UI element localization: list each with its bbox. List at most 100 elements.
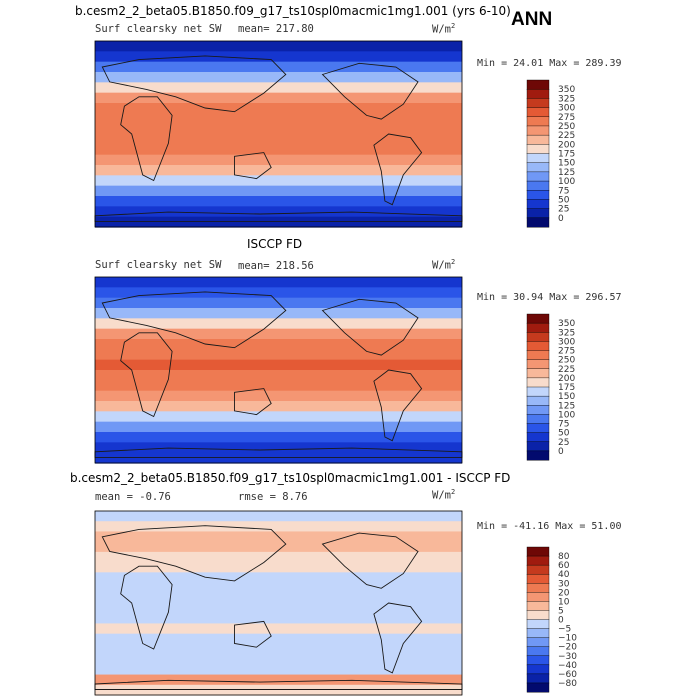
map-frame-1 bbox=[94, 40, 463, 228]
lat-band-14 bbox=[95, 185, 462, 197]
panel1-minmax: Min = 24.01 Max = 289.39 bbox=[477, 58, 622, 69]
colorbar-tick-label: 175 bbox=[558, 383, 575, 393]
colorbar-tick-label: 50 bbox=[558, 429, 570, 439]
colorbar-swatch bbox=[526, 98, 550, 109]
lat-band-1 bbox=[95, 521, 462, 533]
colorbar-tick-label: 50 bbox=[558, 195, 570, 205]
colorbar-tick-label: 0 bbox=[558, 214, 564, 224]
lat-band-0 bbox=[95, 41, 462, 52]
coastline-eurasia bbox=[101, 55, 287, 113]
colorbar-tick-label: 0 bbox=[558, 447, 564, 457]
lat-band-17 bbox=[95, 452, 462, 464]
colorbar-tick-label: 200 bbox=[558, 374, 575, 384]
colorbar-tick-label: 30 bbox=[558, 579, 570, 589]
colorbar-swatch bbox=[526, 162, 550, 173]
coastline-africa bbox=[120, 332, 173, 418]
lat-band-5 bbox=[95, 92, 462, 104]
lat-band-16 bbox=[95, 442, 462, 454]
lat-band-12 bbox=[95, 633, 462, 645]
colorbar-swatch bbox=[526, 405, 550, 415]
panel1-mean: mean= 217.80 bbox=[238, 23, 314, 35]
colorbar-swatch bbox=[526, 414, 550, 425]
coastline-eurasia bbox=[101, 291, 287, 349]
lat-band-7 bbox=[95, 349, 462, 361]
colorbar-tick-label: 300 bbox=[558, 337, 575, 347]
lat-band-15 bbox=[95, 196, 462, 207]
colorbar-swatch bbox=[526, 637, 550, 648]
lat-band-12 bbox=[95, 165, 462, 176]
colorbar-tick-label: 325 bbox=[558, 94, 575, 104]
colorbar-tick-label: 350 bbox=[558, 85, 575, 95]
lat-band-13 bbox=[95, 643, 462, 655]
colorbar-swatch bbox=[526, 190, 550, 200]
lat-band-15 bbox=[95, 432, 462, 443]
colorbar-swatch bbox=[526, 628, 550, 639]
panel2-variable: Surf clearsky net SW bbox=[95, 259, 222, 271]
colorbar-tick-label: 350 bbox=[558, 319, 575, 329]
colorbar-tick-label: −80 bbox=[558, 679, 577, 689]
panel3-mean: mean = -0.76 bbox=[95, 491, 171, 503]
colorbar-tick-label: 5 bbox=[558, 606, 564, 616]
colorbar-tick-label: 60 bbox=[558, 561, 570, 571]
colorbar-tick-label: −10 bbox=[558, 634, 577, 644]
colorbar-tick-label: 250 bbox=[558, 356, 575, 366]
colorbar-tick-label: 275 bbox=[558, 113, 575, 123]
colorbar-tick-label: 25 bbox=[558, 205, 569, 215]
colorbar-tick-label: 250 bbox=[558, 122, 575, 132]
coastline-antarctica bbox=[94, 447, 463, 458]
map-panel-2 bbox=[94, 276, 463, 464]
lat-band-5 bbox=[95, 328, 462, 340]
colorbar-tick-label: 75 bbox=[558, 420, 569, 430]
colorbar-tick-label: 80 bbox=[558, 552, 570, 562]
lat-band-17 bbox=[95, 216, 462, 228]
lat-band-11 bbox=[95, 154, 462, 166]
lat-band-16 bbox=[95, 674, 462, 686]
map-frame-3 bbox=[94, 510, 463, 696]
lat-band-13 bbox=[95, 411, 462, 423]
lat-band-12 bbox=[95, 401, 462, 412]
lat-band-4 bbox=[95, 551, 462, 563]
lat-band-7 bbox=[95, 582, 462, 594]
colorbar-swatch bbox=[526, 125, 550, 136]
colorbar-tick-label: 225 bbox=[558, 365, 575, 375]
panel3-rmse: rmse = 8.76 bbox=[238, 491, 308, 503]
coastline-africa bbox=[120, 96, 173, 182]
colorbar-swatch bbox=[526, 546, 550, 557]
colorbar-tick-label: 150 bbox=[558, 392, 575, 402]
colorbar-tick-label: 75 bbox=[558, 186, 569, 196]
panel1-variable: Surf clearsky net SW bbox=[95, 23, 222, 35]
colorbar-swatch bbox=[526, 332, 550, 342]
lat-band-11 bbox=[95, 390, 462, 402]
panel1-title: b.cesm2_2_beta05.B1850.f09_g17_ts10spl0m… bbox=[75, 4, 511, 18]
lat-band-6 bbox=[95, 339, 462, 350]
colorbar-swatch bbox=[526, 646, 550, 657]
lat-band-15 bbox=[95, 664, 462, 676]
panel2-mean: mean= 218.56 bbox=[238, 260, 314, 272]
coastline-north-america bbox=[321, 62, 419, 120]
colorbar-tick-label: 25 bbox=[558, 438, 569, 448]
colorbar-tick-label: −5 bbox=[558, 625, 571, 635]
colorbar-tick-label: 20 bbox=[558, 588, 570, 598]
lat-band-0 bbox=[95, 511, 462, 522]
colorbar-swatch bbox=[526, 673, 550, 684]
lat-band-10 bbox=[95, 144, 462, 156]
colorbar-swatch bbox=[526, 359, 550, 370]
map-panel-1 bbox=[94, 40, 463, 228]
colorbar-swatch bbox=[526, 199, 550, 210]
colorbar-swatch bbox=[526, 592, 550, 602]
coastline-north-america bbox=[321, 298, 419, 356]
colorbar-swatch bbox=[526, 368, 550, 379]
coastline-antarctica bbox=[94, 679, 463, 690]
colorbar-swatch bbox=[526, 217, 550, 228]
colorbar-swatch bbox=[526, 134, 550, 145]
lat-band-6 bbox=[95, 572, 462, 584]
colorbar-swatch bbox=[526, 88, 550, 99]
map-frame-2 bbox=[94, 276, 463, 464]
colorbar-tick-label: 275 bbox=[558, 347, 575, 357]
lat-band-11 bbox=[95, 623, 462, 635]
colorbar-swatch bbox=[526, 386, 550, 397]
colorbar-tick-label: 325 bbox=[558, 328, 575, 338]
lat-band-10 bbox=[95, 380, 462, 392]
panel3-minmax: Min = -41.16 Max = 51.00 bbox=[477, 521, 622, 532]
